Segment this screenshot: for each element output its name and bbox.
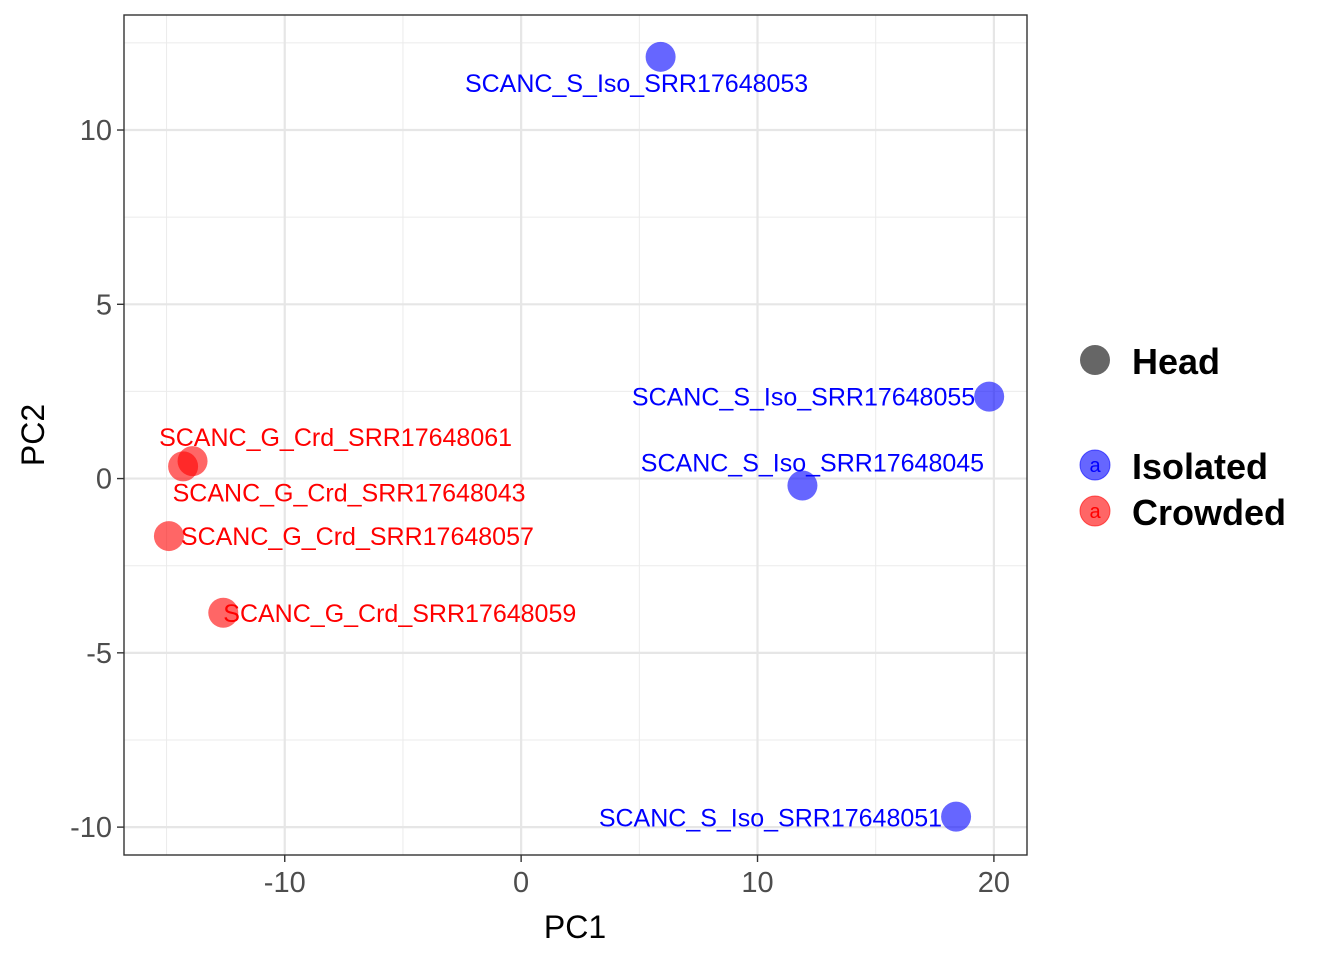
legend-shape-key <box>1080 345 1110 375</box>
data-point-crowded <box>168 451 199 482</box>
plot-border <box>123 14 1028 856</box>
point-label: SCANC_S_Iso_SRR17648053 <box>465 70 808 98</box>
y-tick-label: 0 <box>96 464 112 496</box>
data-point-isolated <box>941 801 972 832</box>
data-point-isolated <box>787 470 818 501</box>
data-point-isolated <box>974 381 1005 412</box>
y-tick-label: 10 <box>80 115 112 147</box>
legend-key-letter-isolated: a <box>1089 455 1101 477</box>
legend: Head a Isolated a Crowded <box>1079 341 1286 533</box>
data-point-crowded <box>153 521 184 552</box>
legend-shape-title: Head <box>1132 341 1220 382</box>
plot-panel <box>124 15 1027 855</box>
x-tick-label: 20 <box>978 867 1010 899</box>
x-axis-ticks: -10 0 10 20 <box>264 855 1010 899</box>
minor-grid <box>124 15 1027 855</box>
point-label: SCANC_G_Crd_SRR17648061 <box>159 424 512 452</box>
legend-label-crowded: Crowded <box>1132 492 1286 533</box>
y-tick-label: -5 <box>86 638 112 670</box>
point-label: SCANC_S_Iso_SRR17648045 <box>641 450 984 478</box>
legend-key-isolated <box>1079 449 1111 481</box>
y-tick-label: 5 <box>96 289 112 321</box>
x-tick-label: 10 <box>741 867 773 899</box>
x-tick-label: 0 <box>513 867 529 899</box>
point-label: SCANC_G_Crd_SRR17648059 <box>223 600 576 628</box>
data-point-crowded <box>208 597 239 628</box>
x-axis-title: PC1 <box>544 909 606 945</box>
y-axis-title: PC2 <box>15 404 51 466</box>
point-labels-layer: SCANC_S_Iso_SRR17648053 SCANC_S_Iso_SRR17… <box>159 70 984 833</box>
point-label: SCANC_S_Iso_SRR17648055 <box>632 384 975 412</box>
y-tick-label: -10 <box>70 812 112 844</box>
points-layer <box>153 41 1005 832</box>
point-label: SCANC_G_Crd_SRR17648057 <box>181 523 534 551</box>
legend-key-crowded <box>1079 495 1111 527</box>
data-point-isolated <box>645 41 676 72</box>
x-tick-label: -10 <box>264 867 306 899</box>
major-grid <box>124 15 1027 855</box>
y-axis-ticks: 10 5 0 -5 -10 <box>70 115 124 844</box>
legend-key-letter-crowded: a <box>1089 501 1101 523</box>
point-label: SCANC_S_Iso_SRR17648051 <box>599 805 942 833</box>
legend-label-isolated: Isolated <box>1132 446 1268 487</box>
point-label: SCANC_G_Crd_SRR17648043 <box>173 479 526 507</box>
